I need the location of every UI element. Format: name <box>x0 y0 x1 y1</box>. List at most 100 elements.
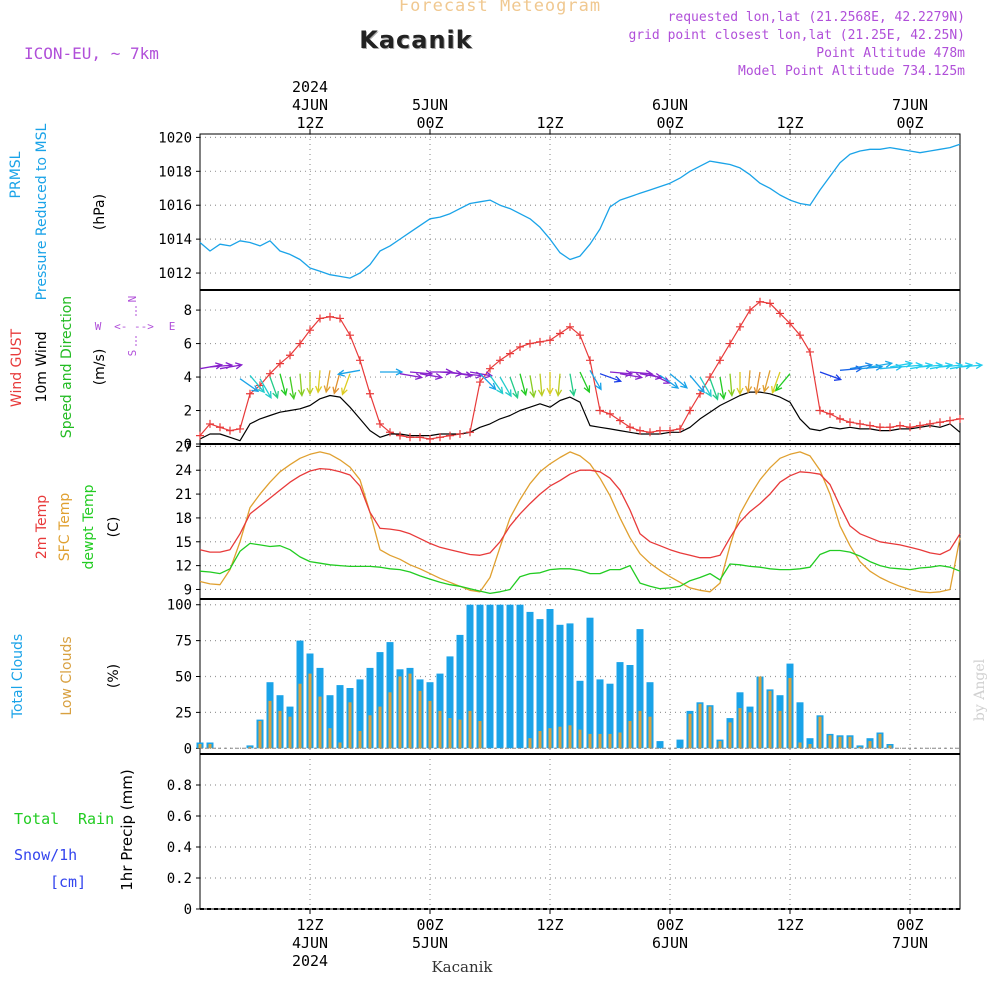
low-clouds-bar <box>428 700 432 749</box>
bottom-hour-label: 12Z <box>296 916 323 934</box>
total-clouds-bar <box>646 682 654 749</box>
low-clouds-bar <box>698 703 702 749</box>
gust-marker <box>836 414 844 423</box>
total-clouds-bar <box>636 629 644 749</box>
low-clouds-bar <box>628 721 632 749</box>
wind-direction-arrow <box>599 373 623 383</box>
grid-lines <box>200 134 960 910</box>
footer-location: Kacanik <box>431 958 493 976</box>
low-clouds-bar <box>788 677 792 749</box>
low-clouds-bar <box>368 715 372 749</box>
gust-marker <box>796 331 804 340</box>
pressure-unit: (hPa) <box>92 194 108 230</box>
total-clouds-bar <box>356 679 364 749</box>
total-clouds-bar <box>516 604 524 749</box>
y-tick-label: 12 <box>175 559 192 575</box>
gust-marker <box>296 339 304 348</box>
compass-east: E <box>169 320 176 333</box>
low-clouds-bar <box>878 733 882 749</box>
y-tick-label: 0.4 <box>167 840 192 856</box>
gust-marker <box>376 419 384 428</box>
y-tick-label: 21 <box>175 487 192 503</box>
wind-direction-arrow <box>699 376 712 398</box>
wind-direction-arrow <box>659 374 680 389</box>
gust-marker <box>546 336 554 345</box>
wind-direction-arrow <box>519 373 528 397</box>
low-clouds-bar <box>248 746 252 749</box>
wind-direction-arrow <box>689 374 706 394</box>
gust-marker <box>326 312 334 321</box>
gust-marker <box>736 322 744 331</box>
total-clouds-bar <box>486 604 494 749</box>
y-tick-label: 0.2 <box>167 871 192 887</box>
low-clouds-bar <box>838 736 842 749</box>
total-clouds-bar <box>526 611 534 749</box>
low-clouds-bar <box>828 735 832 749</box>
wind-direction-arrow <box>719 376 727 401</box>
low-clouds-bar <box>558 726 562 749</box>
low-clouds-bar <box>718 741 722 749</box>
gust-marker <box>216 423 224 432</box>
dewpt-line <box>199 542 961 595</box>
y-tick-label: 8 <box>184 303 192 319</box>
y-tick-label: 0 <box>184 902 192 918</box>
gust-marker <box>486 364 494 373</box>
rain-total-label: Total <box>14 810 59 828</box>
y-tick-label: 100 <box>167 598 192 614</box>
gust-marker <box>876 423 884 432</box>
low-clouds-bar <box>448 718 452 749</box>
clouds-unit: (%) <box>106 664 122 688</box>
gust-marker <box>316 314 324 323</box>
gust-marker <box>576 331 584 340</box>
low-clouds-bar <box>438 710 442 749</box>
bottom-date-label: 5JUN <box>412 934 448 952</box>
gust-marker <box>866 421 874 430</box>
total-clouds-bar <box>806 738 814 749</box>
total-clouds-bar <box>596 679 604 749</box>
gust-marker <box>826 409 834 418</box>
sfc-temp-line <box>199 451 961 594</box>
gust-marker <box>446 431 454 440</box>
low-clouds-bar <box>278 710 282 749</box>
wind-direction-arrow <box>279 373 288 397</box>
bottom-date-label: 6JUN <box>652 934 688 952</box>
top-year-label: 2024 <box>292 78 328 96</box>
low-clouds-bar <box>208 744 212 749</box>
temp-2m-line <box>199 467 961 559</box>
low-clouds-bar <box>298 683 302 749</box>
gust-marker <box>606 409 614 418</box>
low-clouds-bar <box>568 725 572 749</box>
gust-marker <box>956 414 964 423</box>
wind-direction-arrow <box>819 371 843 381</box>
gust-marker <box>926 419 934 428</box>
total-clouds-bar <box>436 673 444 749</box>
wind-direction-arrow <box>509 376 519 400</box>
gust-marker <box>936 418 944 427</box>
y-tick-label: 0 <box>184 437 192 453</box>
wind-direction-arrow <box>709 378 719 401</box>
gust-marker <box>206 419 214 428</box>
low-clouds-bar <box>888 745 892 749</box>
wind-direction-arrow <box>336 369 361 377</box>
wind-line <box>199 391 961 442</box>
grid-point-coords: grid point closest lon,lat (21.25E, 42.2… <box>628 28 965 43</box>
gust-marker <box>436 433 444 442</box>
pressure-line <box>199 143 961 279</box>
gust-marker <box>306 326 314 335</box>
meteogram-title: Forecast Meteogram <box>398 0 602 16</box>
y-tick-label: 24 <box>175 463 192 479</box>
panel-frames <box>196 129 961 914</box>
gust-marker <box>536 337 544 346</box>
gust-marker <box>496 356 504 365</box>
total-clouds-bar <box>626 665 634 749</box>
low-clouds-bar <box>258 721 262 749</box>
compass-south: S <box>126 350 139 357</box>
pressure-sublabel: Pressure Reduced to MSL <box>34 123 50 300</box>
wind-direction-arrow <box>479 373 497 391</box>
low-clouds-bar <box>848 736 852 749</box>
y-tick-label: 1020 <box>158 130 192 146</box>
low-clouds-bar <box>618 732 622 749</box>
y-tick-label: 9 <box>184 582 192 598</box>
gust-marker <box>476 378 484 387</box>
low-clouds-bar <box>198 744 202 749</box>
